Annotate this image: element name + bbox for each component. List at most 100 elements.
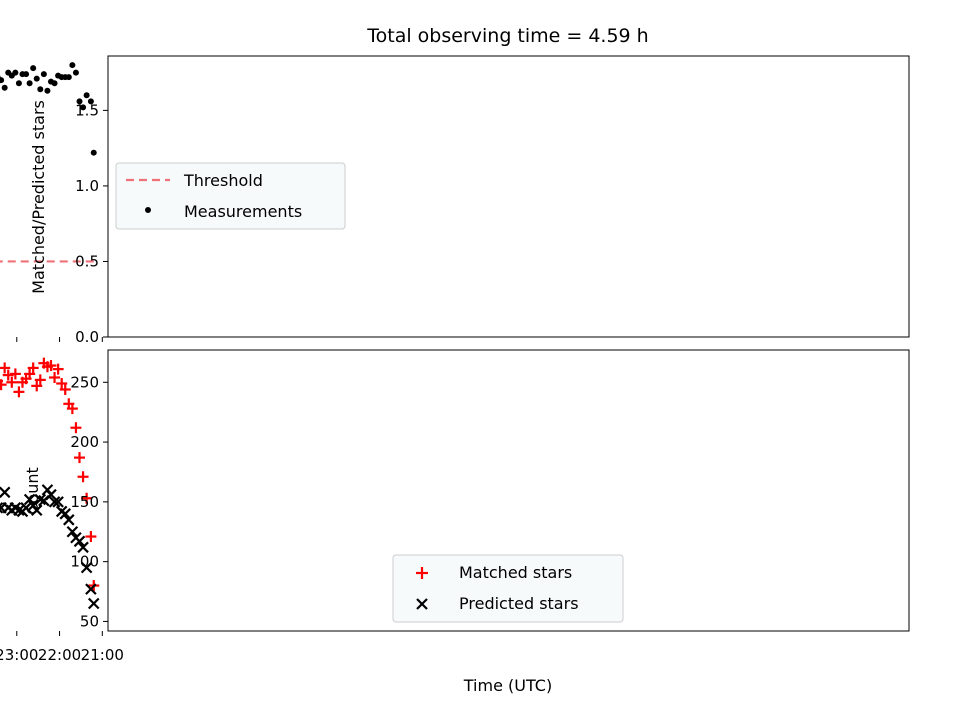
matched-star-point xyxy=(81,492,93,504)
measurement-point xyxy=(15,80,22,87)
predicted-star-point xyxy=(48,496,61,508)
predicted-star-point xyxy=(70,531,82,544)
y-tick-label: 0.0 xyxy=(75,328,99,346)
matched-star-point xyxy=(52,363,64,375)
matched-star-point xyxy=(34,374,46,386)
predicted-star-point xyxy=(85,583,97,595)
matched-star-point xyxy=(49,372,61,384)
predicted-star-b xyxy=(0,502,7,511)
predicted-star-point xyxy=(38,494,50,507)
top-panel: 0.0 0.5 1.0 1.5 Matched/Predicted stars Thr… xyxy=(0,55,910,346)
bottom-legend: Matched stars Predicted stars xyxy=(392,554,624,623)
measurement-point xyxy=(87,98,94,105)
measurement-point xyxy=(0,77,5,84)
predicted-star-b xyxy=(48,496,61,508)
predicted-star-point xyxy=(55,505,68,518)
matched-star-point xyxy=(59,383,71,395)
matched-star-point xyxy=(85,531,97,543)
bottom-axes-frame xyxy=(107,349,910,632)
measurement-point xyxy=(0,75,1,79)
predicted-star-b xyxy=(85,583,97,595)
top-legend: Threshold Measurements xyxy=(115,162,346,230)
top-points xyxy=(0,62,97,156)
y-tick-label: 200 xyxy=(70,433,99,451)
predicted-star-b xyxy=(80,561,93,574)
x-tick-label: 21:00 xyxy=(81,646,124,664)
predicted-star-b xyxy=(52,496,64,508)
predicted-star-point xyxy=(77,541,89,554)
predicted-star-point xyxy=(27,499,39,512)
measurement-point xyxy=(40,71,47,78)
measurement-point xyxy=(80,104,87,111)
matched-star-point xyxy=(77,471,89,483)
x-tick-label: 23:00 xyxy=(0,646,38,664)
x-tick-label: 22:00 xyxy=(38,646,81,664)
predicted-star-b xyxy=(27,499,39,512)
y-tick-label: 1.0 xyxy=(75,177,99,195)
predicted-star-point xyxy=(87,597,100,610)
top-x-ticks xyxy=(16,337,103,342)
predicted-star-b xyxy=(63,514,75,526)
measurement-point xyxy=(72,69,79,76)
measurement-point xyxy=(1,84,8,91)
predicted-star-point xyxy=(41,484,54,496)
measurement-point xyxy=(90,149,97,156)
measurement-point xyxy=(37,86,44,93)
top-axes-frame xyxy=(107,55,910,338)
matched-star-point xyxy=(70,422,82,434)
predicted-star-b xyxy=(87,597,100,610)
top-legend-box xyxy=(115,162,346,230)
predicted-star-point xyxy=(0,502,4,514)
predicted-star-b xyxy=(77,541,89,554)
measurement-point xyxy=(44,87,51,94)
measurement-point xyxy=(69,62,76,69)
chart-title: Total observing time = 4.59 h xyxy=(366,25,648,47)
top-y-axis-label: Matched/Predicted stars xyxy=(29,100,48,294)
legend-measurements-swatch xyxy=(145,207,151,213)
matched-star-point xyxy=(6,376,18,388)
top-y-ticks: 0.0 0.5 1.0 1.5 xyxy=(75,101,108,346)
bottom-points xyxy=(0,357,100,610)
legend-predicted-swatch xyxy=(416,598,428,610)
predicted-star-point xyxy=(23,493,36,506)
measurement-point xyxy=(26,80,33,87)
matched-star-point xyxy=(0,379,4,383)
y-tick-label: 250 xyxy=(70,373,99,391)
measurement-point xyxy=(83,92,90,99)
bottom-y-axis-label: Count xyxy=(23,467,42,515)
matched-star-point xyxy=(9,368,21,380)
measurement-point xyxy=(76,98,83,105)
predicted-star-b xyxy=(0,486,11,499)
predicted-star-b xyxy=(23,493,36,506)
predicted-star-point xyxy=(0,486,11,499)
predicted-star-b xyxy=(38,494,50,507)
predicted-star-point xyxy=(66,525,79,538)
bottom-y-ticks: 50 100 150 200 250 xyxy=(70,373,108,630)
measurement-point xyxy=(33,75,40,82)
predicted-star-point xyxy=(80,561,93,574)
predicted-star-b xyxy=(66,525,79,538)
matched-star-point xyxy=(13,386,25,398)
y-tick-label: 0.5 xyxy=(75,252,99,270)
predicted-star-a xyxy=(0,508,4,514)
matched-star-point xyxy=(0,362,11,374)
bottom-legend-box xyxy=(392,554,624,623)
predicted-star-point xyxy=(16,505,29,518)
legend-threshold-label: Threshold xyxy=(183,171,263,190)
predicted-star-b xyxy=(16,505,29,518)
measurement-point xyxy=(55,72,62,79)
predicted-star-b xyxy=(41,484,54,496)
legend-predicted-label: Predicted stars xyxy=(459,594,579,613)
bottom-panel: 50 100 150 200 250 21:0022:0023:0000:0001:00… xyxy=(0,349,910,695)
measurement-point xyxy=(47,78,54,85)
legend-measurements-label: Measurements xyxy=(184,202,302,221)
predicted-star-b xyxy=(55,505,68,518)
matched-star-point xyxy=(27,362,39,374)
y-tick-label: 150 xyxy=(70,493,99,511)
matched-star-point xyxy=(38,357,50,369)
predicted-star-b xyxy=(0,502,4,507)
legend-matched-swatch xyxy=(416,567,428,579)
measurement-point xyxy=(5,69,12,76)
matched-star-point xyxy=(73,452,85,464)
